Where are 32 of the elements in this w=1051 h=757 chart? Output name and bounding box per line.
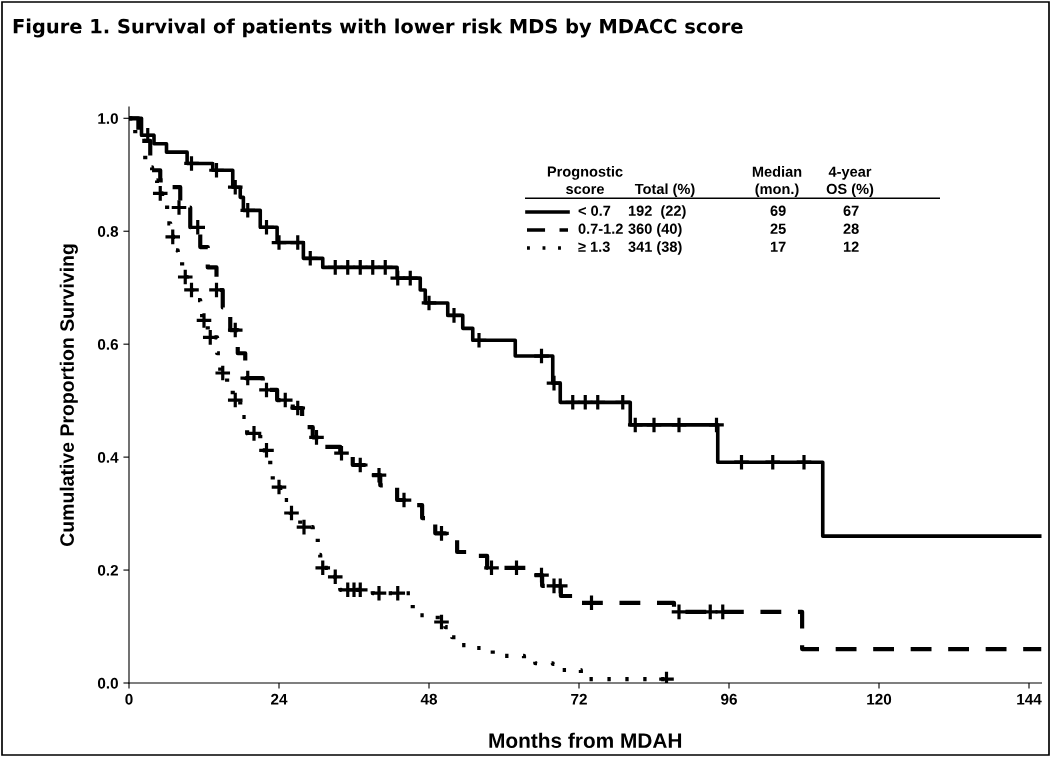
y-tick-label: 0.8 [97, 226, 119, 237]
x-tick-label: 0 [125, 693, 133, 705]
annotation: 17 [770, 241, 786, 252]
legend-label: < 0.7 [578, 205, 611, 216]
annotation: 25 [770, 223, 786, 234]
legend-label: 0.7-1.2 [578, 223, 623, 234]
annotation: 341 (38) [628, 241, 682, 255]
y-tick-label: 0.0 [97, 677, 118, 689]
x-tick-label: 24 [271, 693, 288, 705]
annotation: 28 [843, 223, 859, 234]
annotation: 4-year OS (%) [826, 166, 874, 197]
y-tick-label: 1.0 [98, 113, 118, 124]
annotation: 12 [843, 241, 859, 252]
annotation: 192 (22) [628, 205, 686, 219]
y-axis-title: Cumulative Proportion Surviving [59, 244, 78, 546]
chart-title: Figure 1. Survival of patients with lower risk MDS by MDACC score [13, 18, 743, 38]
annotation: 360 (40) [628, 223, 682, 237]
x-tick-label: 72 [571, 693, 587, 705]
x-tick-label: 96 [721, 693, 737, 705]
annotation: Total (%) [634, 183, 695, 197]
legend-label: ≥ 1.3 [578, 241, 610, 252]
annotation: 69 [770, 205, 786, 216]
y-tick-label: 0.2 [97, 564, 118, 576]
y-tick-label: 0.4 [97, 451, 119, 463]
x-axis-title: Months from MDAH [489, 732, 682, 748]
legend-title: Prognostic score [547, 166, 623, 195]
annotation: 67 [843, 205, 859, 216]
annotation: Median (mon.) [752, 166, 802, 197]
x-tick-label: 120 [867, 693, 892, 705]
y-tick-label: 0.6 [97, 339, 119, 350]
x-tick-label: 144 [1017, 693, 1042, 705]
x-tick-label: 48 [420, 693, 438, 705]
